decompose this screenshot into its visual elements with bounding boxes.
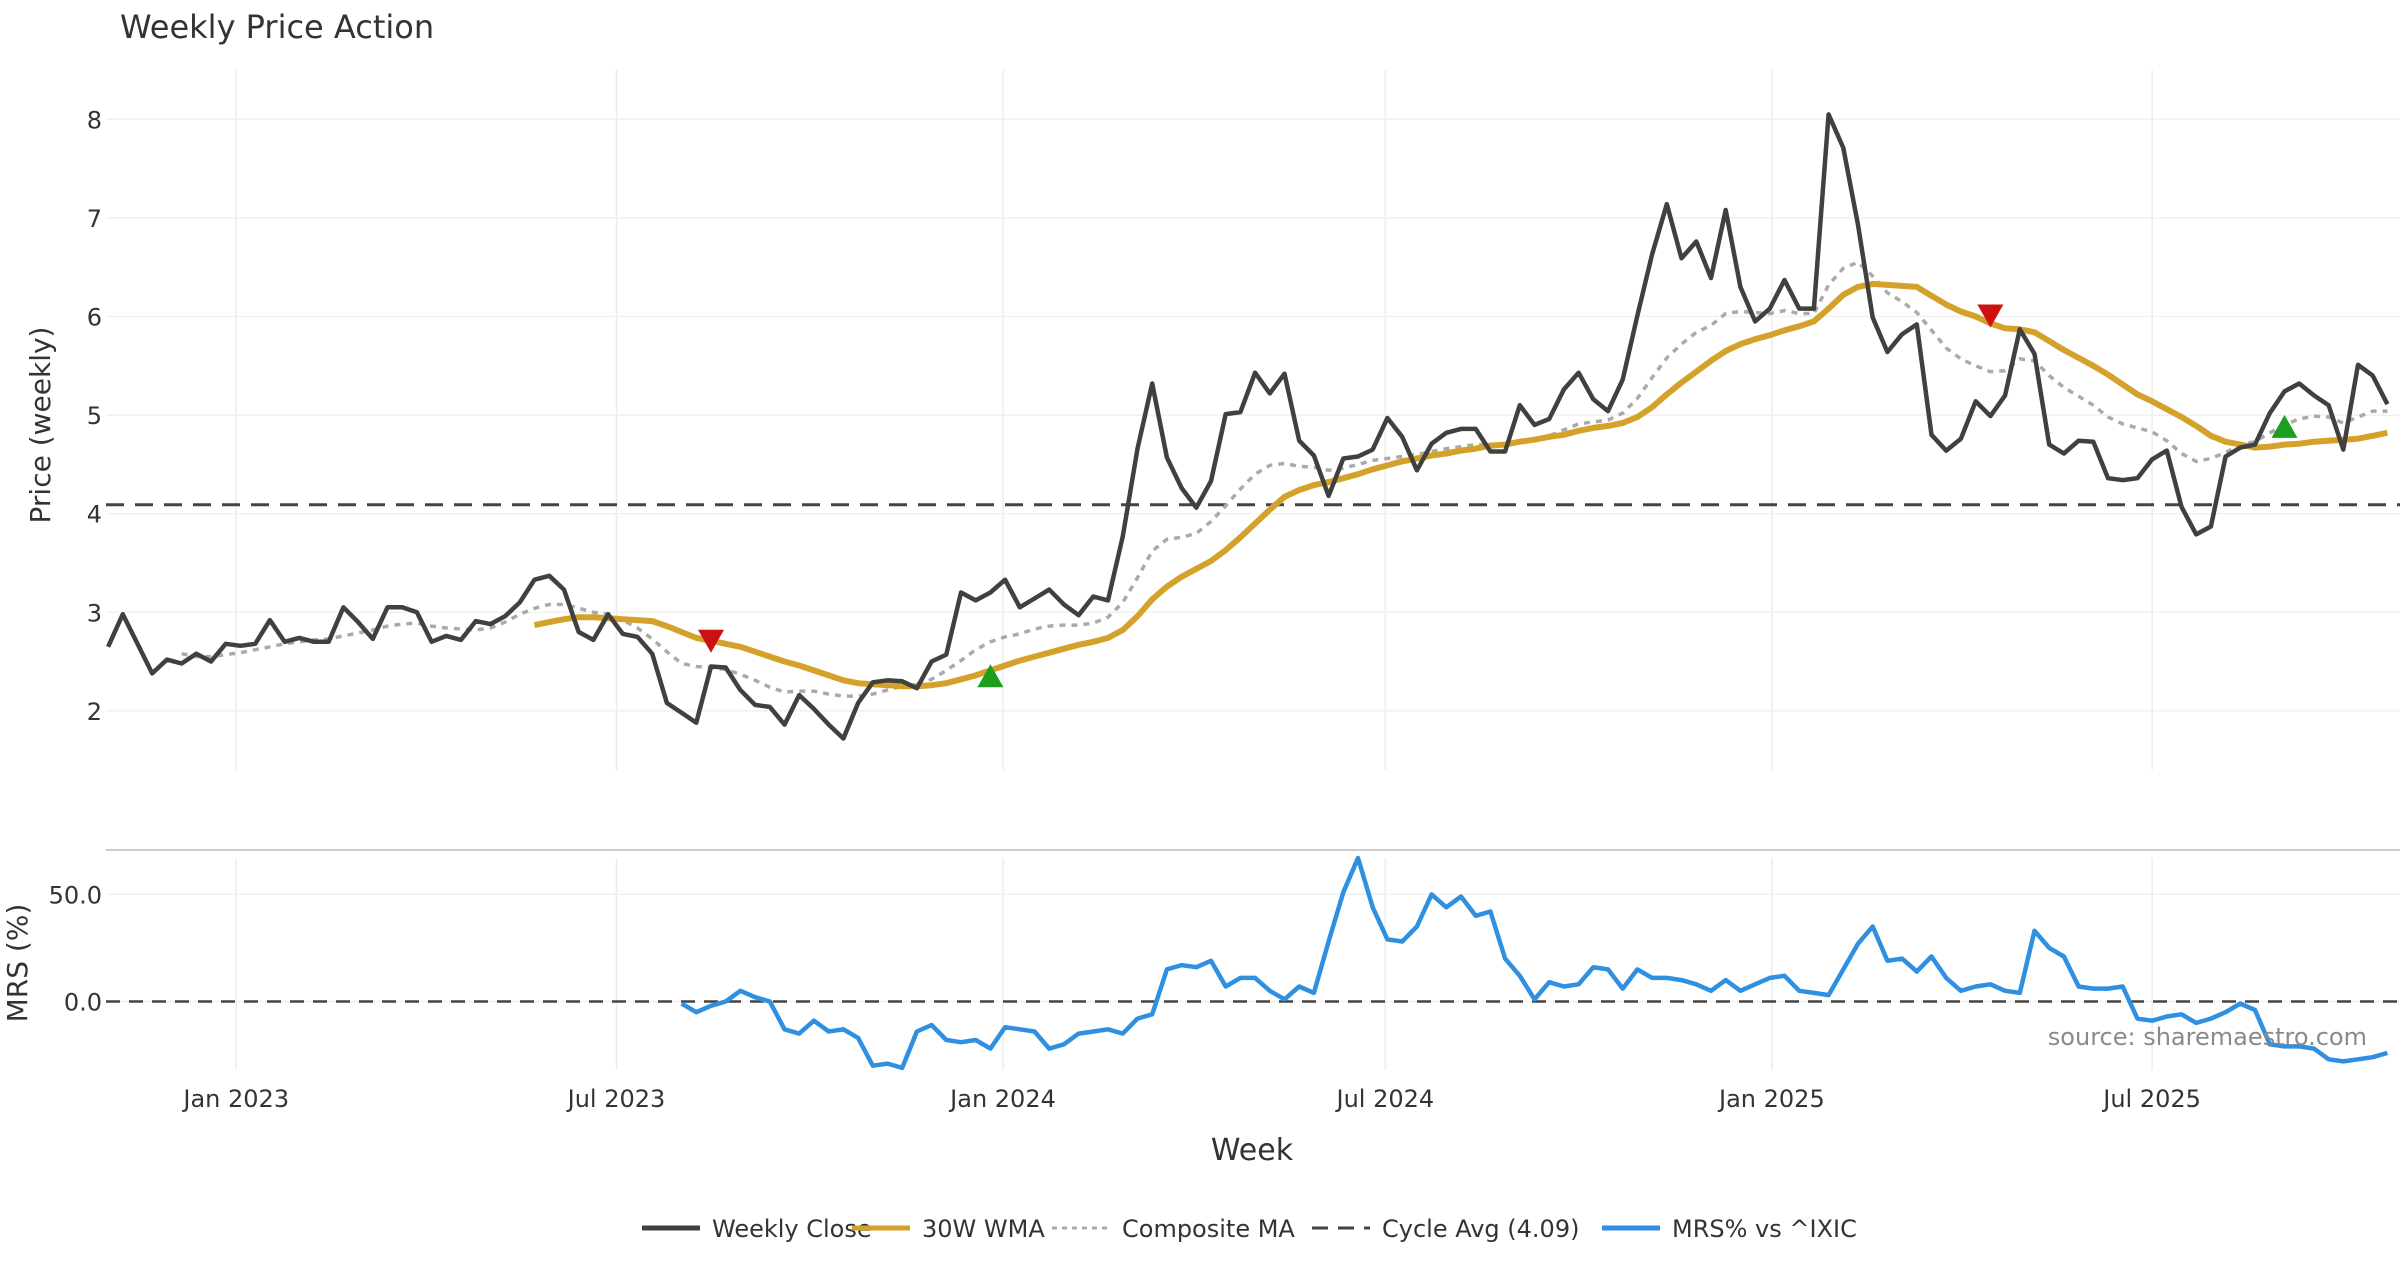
x-tick-label: Jan 2023: [181, 1085, 289, 1113]
price-y-ticks: 2 3 4 5 6 7 8: [87, 106, 102, 726]
series-line-weekly-close: [106, 112, 2390, 741]
x-axis-label: Week: [1211, 1133, 1294, 1168]
x-tick-label: Jul 2025: [2101, 1085, 2201, 1113]
mrs-y-ticks: 0.0 50.0: [49, 881, 102, 1016]
x-tick-label: Jul 2024: [1335, 1085, 1435, 1113]
legend-item-weekly-close: Weekly Close: [642, 1215, 872, 1243]
legend-item-30w-wma: 30W WMA: [852, 1215, 1045, 1243]
price-y-tick-label: 3: [87, 599, 102, 627]
legend-item-composite-ma: Composite MA: [1052, 1215, 1295, 1243]
mrs-grid: [106, 858, 2400, 1070]
mrs-y-tick-label: 0.0: [64, 988, 102, 1016]
series-line-30w-wma: [533, 280, 2388, 690]
legend-item-cycle-avg-4-09: Cycle Avg (4.09): [1312, 1215, 1579, 1243]
price-grid: [106, 70, 2400, 770]
legend-label: Cycle Avg (4.09): [1382, 1215, 1579, 1243]
price-y-axis-label: Price (weekly): [24, 327, 57, 524]
x-ticks: Jan 2023 Jul 2023 Jan 2024 Jul 2024 Jan 2025…: [181, 1085, 2201, 1113]
price-y-tick-label: 8: [87, 106, 102, 134]
mrs-lines: [106, 855, 2400, 1071]
buy-signal-marker: [2271, 414, 2298, 438]
legend-label: 30W WMA: [922, 1215, 1045, 1243]
legend-item-mrs-vs-ixic: MRS% vs ^IXIC: [1602, 1215, 1857, 1243]
x-tick-label: Jul 2023: [566, 1085, 666, 1113]
legend-label: Weekly Close: [712, 1215, 872, 1243]
series-line-mrs-vs-ixic: [680, 855, 2389, 1071]
sell-signal-marker: [1977, 304, 2004, 328]
price-y-tick-label: 5: [87, 402, 102, 430]
mrs-y-axis-label: MRS (%): [1, 904, 34, 1023]
price-y-tick-label: 6: [87, 303, 102, 331]
x-tick-label: Jan 2024: [948, 1085, 1056, 1113]
x-tick-label: Jan 2025: [1717, 1085, 1825, 1113]
price-y-tick-label: 7: [87, 205, 102, 233]
buy-signal-marker: [977, 664, 1004, 688]
legend-label: Composite MA: [1122, 1215, 1295, 1243]
price-y-tick-label: 2: [87, 698, 102, 726]
source-caption: source: sharemaestro.com: [2048, 1023, 2367, 1051]
price-lines: [106, 112, 2400, 741]
legend: Weekly Close 30W WMA Composite MA Cycle Avg…: [642, 1215, 1857, 1243]
mrs-y-tick-label: 50.0: [49, 881, 102, 909]
price-y-tick-label: 4: [87, 501, 102, 529]
legend-label: MRS% vs ^IXIC: [1672, 1215, 1857, 1243]
sell-signal-marker: [698, 629, 724, 653]
series-line-composite-ma: [181, 260, 2388, 698]
chart-title: Weekly Price Action: [120, 8, 434, 46]
signal-markers: [698, 304, 2298, 688]
